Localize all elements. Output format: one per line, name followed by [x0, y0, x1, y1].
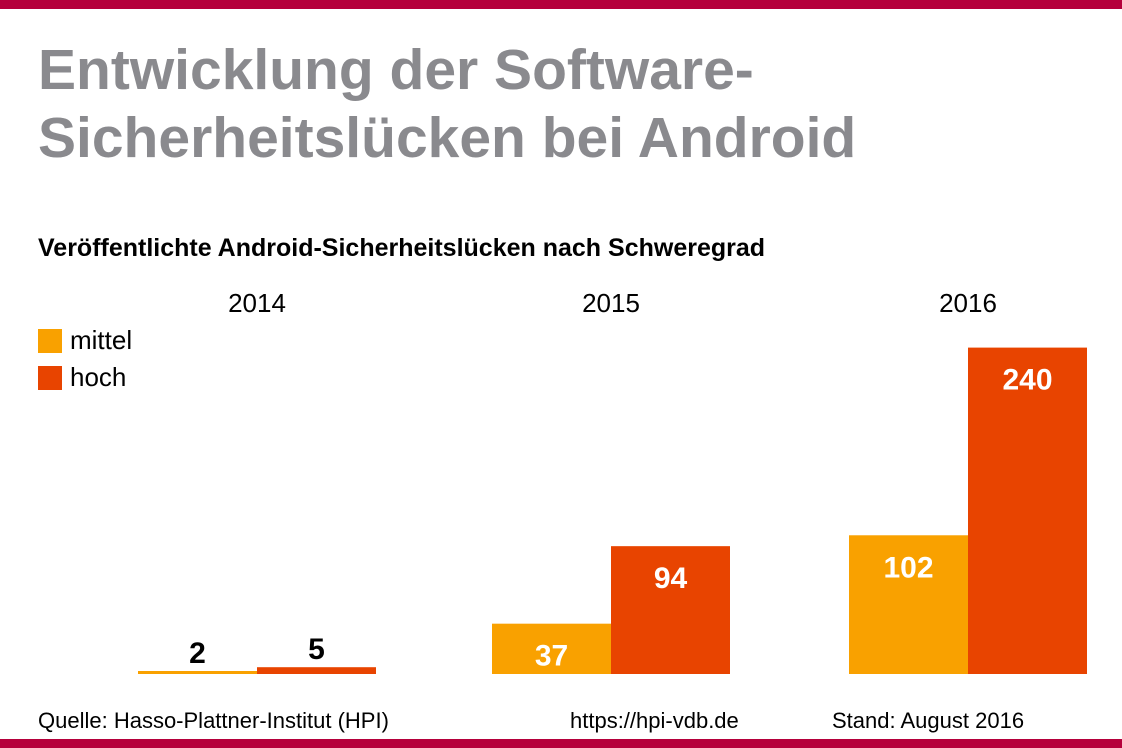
year-label-2014: 2014: [228, 288, 286, 318]
chart-subtitle: Veröffentlichte Android-Sicherheitslücke…: [38, 234, 766, 262]
data-label-hoch-2015: 94: [654, 562, 688, 595]
legend-label-hoch: hoch: [70, 362, 127, 392]
data-label-mittel-2015: 37: [535, 640, 568, 673]
page-title: Entwicklung der Software-Sicherheitslück…: [38, 38, 857, 170]
legend-swatch-hoch: [38, 365, 62, 390]
bar-mittel-2014: [138, 671, 257, 674]
bar-mittel-2016: [849, 535, 968, 674]
bar-hoch-2015: [611, 546, 730, 674]
data-label-mittel-2014: 2: [189, 637, 206, 670]
legend-label-mittel: mittel: [70, 325, 133, 355]
year-label-2016: 2016: [939, 288, 997, 318]
date-note: Stand: August 2016: [832, 708, 1025, 733]
top-accent-bar: [0, 0, 1122, 9]
bar-hoch-2014: [257, 667, 376, 674]
source-note: Quelle: Hasso-Plattner-Institut (HPI): [38, 708, 389, 733]
chart-legend: mittel hoch: [38, 322, 132, 396]
data-label-mittel-2016: 102: [883, 551, 933, 584]
bar-mittel-2015: [492, 623, 611, 674]
legend-item-mittel: mittel: [38, 322, 132, 359]
bar-hoch-2016: [968, 347, 1087, 674]
year-label-2015: 2015: [582, 288, 640, 318]
data-label-hoch-2016: 240: [1002, 364, 1052, 397]
data-label-hoch-2014: 5: [308, 633, 325, 666]
bottom-accent-bar: [0, 739, 1122, 748]
legend-item-hoch: hoch: [38, 359, 132, 396]
legend-swatch-mittel: [38, 328, 62, 353]
source-url[interactable]: https://hpi-vdb.de: [570, 708, 739, 733]
